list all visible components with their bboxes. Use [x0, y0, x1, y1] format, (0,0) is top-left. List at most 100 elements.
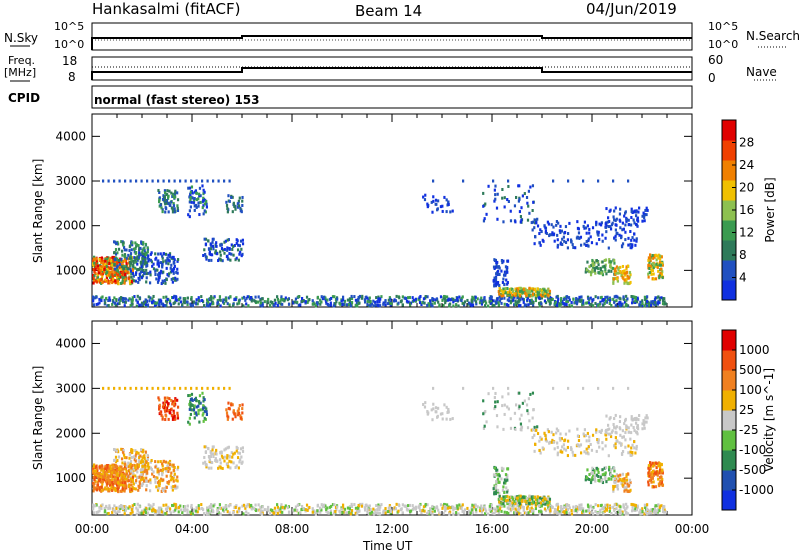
- power-cell: [588, 227, 591, 231]
- power-cell: [125, 256, 128, 260]
- velocity-cell: [102, 470, 105, 474]
- power-cell: [583, 226, 586, 230]
- velocity-cell: [448, 506, 452, 510]
- power-cell: [92, 295, 95, 299]
- velocity-cell: [521, 497, 524, 501]
- velocity-cell: [655, 504, 658, 508]
- velocity-cell: [269, 512, 272, 516]
- velocity-cell: [221, 508, 225, 512]
- velocity-y-tick-label: 1000: [55, 471, 86, 485]
- velocity-cell: [652, 510, 656, 514]
- velocity-cell: [547, 507, 550, 511]
- power-cell: [234, 258, 237, 262]
- power-cell: [228, 179, 231, 183]
- velocity-cell: [151, 472, 154, 476]
- power-cell: [595, 223, 598, 227]
- velocity-cell: [533, 425, 536, 429]
- velocity-cell: [474, 508, 478, 512]
- noise-left-label: N.Sky: [4, 31, 39, 45]
- power-cell: [174, 297, 177, 301]
- velocity-cell: [635, 447, 638, 451]
- velocity-cell: [621, 510, 624, 514]
- velocity-cell: [167, 402, 170, 406]
- power-cell: [277, 300, 280, 304]
- power-cell: [165, 266, 168, 270]
- power-cell: [437, 199, 440, 203]
- power-cell: [621, 221, 624, 225]
- power-cell: [436, 208, 439, 212]
- power-cell: [341, 295, 345, 299]
- power-cell: [618, 304, 622, 308]
- power-cell: [620, 303, 623, 307]
- velocity-cell: [591, 512, 595, 516]
- velocity-cell: [149, 478, 152, 482]
- power-cell: [279, 302, 282, 306]
- power-cell: [239, 239, 243, 243]
- power-cell: [161, 210, 164, 214]
- power-cell: [340, 299, 343, 303]
- velocity-cell: [168, 459, 172, 463]
- velocity-cell: [369, 507, 372, 511]
- velocity-cell: [494, 491, 497, 495]
- velocity-cell: [565, 505, 568, 509]
- velocity-cell: [246, 503, 249, 507]
- velocity-cell: [526, 504, 530, 508]
- velocity-cell: [653, 506, 657, 510]
- power-cell: [142, 257, 145, 261]
- velocity-cell: [134, 474, 137, 478]
- velocity-cell: [292, 509, 295, 513]
- power-cell: [539, 228, 542, 232]
- velocity-cell: [375, 504, 378, 508]
- power-cell: [94, 262, 97, 266]
- velocity-cell: [335, 508, 338, 512]
- power-cell: [626, 297, 629, 301]
- velocity-cell: [293, 508, 296, 512]
- power-cell: [484, 304, 487, 308]
- power-cell: [475, 302, 478, 306]
- velocity-cell: [108, 469, 111, 473]
- velocity-cell: [216, 506, 219, 510]
- velocity-cell: [138, 480, 141, 484]
- velocity-cell: [261, 505, 264, 509]
- velocity-cell: [205, 407, 208, 411]
- velocity-cell: [364, 504, 367, 508]
- velocity-cell: [482, 426, 486, 430]
- power-cell: [656, 301, 659, 305]
- power-cell: [173, 210, 176, 214]
- power-cell: [334, 297, 338, 301]
- power-cell: [176, 204, 179, 208]
- velocity-cell: [100, 468, 103, 472]
- velocity-cell: [638, 511, 641, 515]
- velocity-cell: [452, 508, 455, 512]
- velocity-cell: [571, 450, 574, 454]
- power-cell: [134, 279, 137, 283]
- power-cell: [316, 295, 320, 299]
- velocity-cell: [531, 391, 535, 395]
- power-cell: [148, 281, 152, 285]
- power-cell: [519, 298, 522, 302]
- power-cell: [150, 300, 154, 304]
- power-cell: [327, 303, 330, 307]
- power-cell: [467, 301, 471, 305]
- power-cell: [556, 245, 559, 249]
- power-cell: [203, 304, 206, 308]
- velocity-cell: [123, 456, 126, 460]
- velocity-cell: [444, 509, 447, 513]
- velocity-cell: [229, 466, 232, 470]
- velocity-cell: [168, 507, 172, 511]
- velocity-cell: [297, 503, 300, 507]
- power-cell: [604, 299, 608, 303]
- power-cell: [540, 296, 543, 300]
- velocity-cell: [179, 504, 182, 508]
- velocity-cell: [518, 405, 521, 409]
- power-cell: [247, 295, 250, 299]
- velocity-cell: [522, 508, 525, 512]
- power-cell: [619, 207, 622, 211]
- power-cell: [478, 301, 482, 305]
- power-cell: [635, 237, 638, 241]
- power-cell: [593, 267, 596, 271]
- velocity-cell: [636, 424, 639, 428]
- velocity-cell: [226, 510, 229, 514]
- power-cell: [522, 300, 525, 304]
- power-cell: [197, 197, 200, 201]
